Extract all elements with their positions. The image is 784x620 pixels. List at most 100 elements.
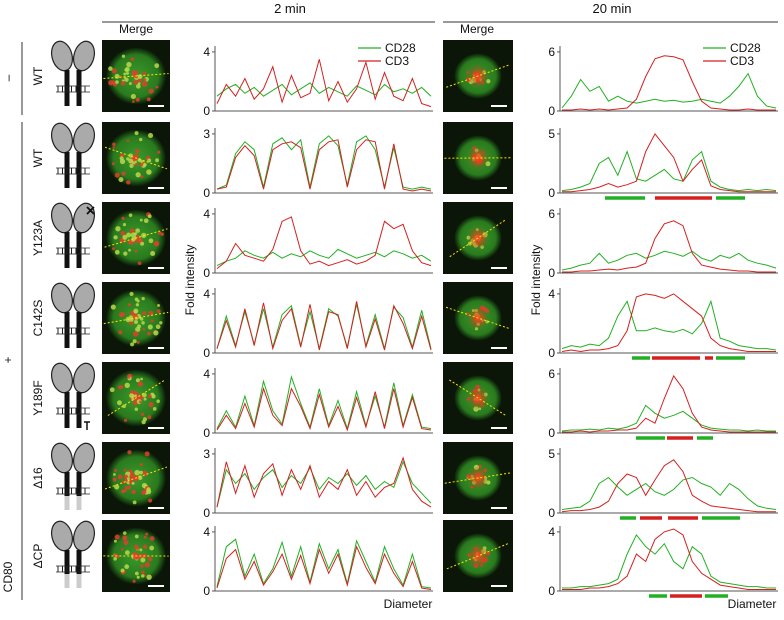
puncta — [128, 249, 131, 252]
puncta — [144, 398, 147, 401]
micrograph — [102, 202, 170, 274]
puncta — [134, 470, 140, 476]
puncta — [115, 173, 120, 178]
profile-trace — [562, 74, 776, 108]
puncta — [148, 394, 152, 398]
puncta — [123, 252, 127, 256]
puncta — [111, 304, 116, 309]
puncta — [119, 312, 124, 317]
puncta — [132, 100, 135, 103]
puncta — [114, 469, 117, 472]
legend-label: CD3 — [730, 54, 754, 68]
puncta — [112, 162, 115, 165]
y-tick-label: 0 — [203, 506, 210, 520]
puncta — [135, 163, 138, 166]
row-label: WT — [31, 148, 45, 167]
puncta — [141, 321, 144, 324]
puncta — [140, 164, 143, 167]
y-tick-label: 6 — [548, 207, 555, 221]
puncta — [142, 311, 146, 315]
y-tick-label: 0 — [548, 584, 555, 598]
group-label: – — [1, 74, 15, 81]
profile-trace — [217, 217, 431, 269]
tail-faded — [77, 574, 82, 588]
puncta — [147, 415, 151, 419]
puncta — [141, 420, 145, 424]
receptor-cartoon — [48, 441, 97, 510]
puncta — [153, 407, 157, 411]
row-label: WT — [31, 66, 45, 85]
puncta — [112, 143, 115, 146]
receptor-cartoon — [48, 281, 97, 348]
puncta — [150, 536, 155, 541]
puncta — [159, 321, 162, 324]
profile-trace — [562, 294, 776, 352]
puncta — [141, 574, 144, 577]
puncta — [148, 499, 152, 503]
y-tick-label: 0 — [548, 506, 555, 520]
puncta — [146, 169, 151, 174]
puncta — [118, 177, 123, 182]
puncta — [127, 376, 130, 379]
puncta — [129, 213, 133, 217]
y-tick-label: 0 — [548, 104, 555, 118]
y-tick-label: 0 — [203, 584, 210, 598]
puncta — [131, 490, 135, 494]
y-tick-label: 5 — [548, 127, 555, 141]
profile-trace — [217, 83, 431, 96]
puncta — [156, 86, 159, 89]
tail-faded — [65, 496, 70, 510]
puncta — [135, 408, 138, 411]
puncta — [138, 82, 141, 85]
y-tick-label: 3 — [203, 127, 210, 141]
y-tick-label: 4 — [548, 525, 555, 539]
puncta — [148, 88, 153, 93]
puncta — [115, 226, 120, 231]
y-tick-label: 3 — [203, 447, 210, 461]
receptor-cartoon — [48, 361, 97, 430]
puncta — [124, 564, 129, 569]
puncta — [123, 531, 127, 535]
y-tick-label: 0 — [548, 186, 555, 200]
puncta — [126, 72, 129, 75]
puncta — [108, 80, 113, 85]
profile-trace — [562, 376, 776, 432]
mutation-mark — [84, 422, 90, 430]
receptor-cartoon — [48, 39, 97, 106]
puncta — [135, 553, 139, 557]
puncta — [145, 533, 148, 536]
puncta — [123, 223, 126, 226]
x-axis-label: Diameter — [728, 597, 777, 611]
puncta — [135, 297, 139, 301]
puncta — [140, 219, 143, 222]
puncta — [123, 540, 128, 545]
puncta — [113, 473, 116, 476]
puncta — [136, 303, 139, 306]
puncta — [135, 327, 140, 332]
row-label: Y123A — [31, 220, 45, 256]
puncta — [120, 159, 125, 164]
profile-trace — [562, 535, 776, 588]
y-tick-label: 4 — [203, 367, 210, 381]
puncta — [123, 73, 126, 76]
group-label: + — [1, 356, 15, 363]
puncta — [113, 557, 117, 561]
puncta — [124, 419, 127, 422]
puncta — [156, 399, 160, 403]
profile-trace — [562, 251, 776, 270]
puncta — [124, 78, 128, 82]
puncta — [156, 324, 161, 329]
puncta — [137, 576, 140, 579]
ig-domain — [70, 121, 97, 155]
y-tick-label: 6 — [548, 45, 555, 59]
row-label: Δ16 — [31, 467, 45, 489]
profile-trace — [217, 377, 431, 429]
profile-trace — [562, 405, 776, 431]
puncta — [143, 78, 146, 81]
puncta — [135, 535, 139, 539]
profile-trace — [217, 458, 431, 507]
puncta — [161, 232, 164, 235]
puncta — [134, 320, 138, 324]
merge-label: Merge — [119, 22, 153, 36]
puncta — [136, 84, 141, 89]
